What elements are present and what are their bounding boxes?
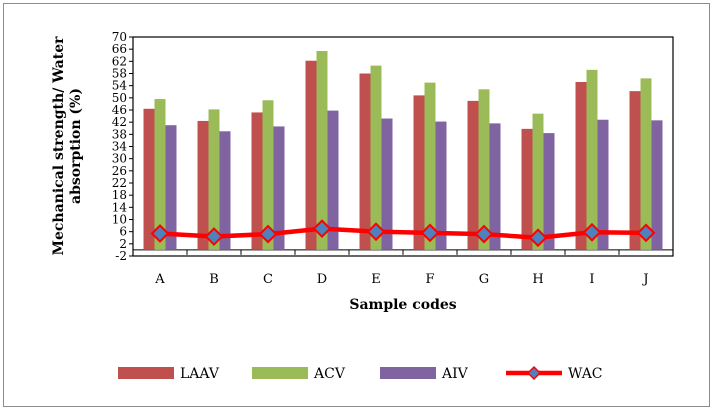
y-tick-label: 42 — [112, 115, 127, 129]
y-tick-label: 66 — [112, 42, 127, 56]
y-tick-label: 10 — [112, 213, 127, 227]
bar-acv — [262, 100, 274, 250]
bar-acv — [586, 69, 598, 250]
x-tick-label: B — [209, 272, 219, 287]
bar-aiv — [435, 121, 447, 250]
y-tick-label: 58 — [112, 67, 127, 81]
x-tick-label: J — [641, 272, 648, 287]
x-tick-label: G — [479, 272, 489, 287]
y-tick-label: 2 — [119, 237, 127, 251]
bar-laav — [629, 91, 641, 250]
bar-acv — [316, 50, 328, 250]
y-tick-label: 6 — [119, 225, 127, 239]
bar-laav — [197, 120, 209, 250]
x-tick-label: I — [589, 272, 594, 287]
bar-aiv — [489, 123, 501, 250]
bar-aiv — [327, 110, 339, 250]
bar-aiv — [381, 118, 393, 250]
x-tick-label: D — [317, 272, 327, 287]
bar-laav — [467, 100, 479, 250]
x-tick-label: E — [371, 272, 381, 287]
marker-wac — [366, 222, 386, 242]
x-tick-label: A — [154, 272, 165, 287]
x-tick-label: H — [532, 272, 543, 287]
y-tick-label: 50 — [112, 91, 127, 105]
legend-swatch-laav — [118, 367, 174, 379]
bar-aiv — [165, 125, 177, 250]
bar-laav — [575, 82, 587, 250]
marker-wac — [582, 222, 602, 242]
bar-aiv — [543, 133, 555, 250]
bar-aiv — [651, 120, 663, 250]
bar-laav — [305, 60, 317, 250]
legend-label-wac: WAC — [568, 366, 603, 382]
y-axis-title-line-1: Mechanical strength/ Water — [51, 36, 67, 256]
bar-laav — [251, 112, 263, 250]
y-tick-label: 70 — [112, 30, 127, 44]
y-axis-title-line-2: absorption (%) — [68, 88, 84, 204]
y-tick-label: -2 — [115, 249, 127, 263]
bar-laav — [521, 128, 533, 250]
legend-label-laav: LAAV — [180, 366, 220, 382]
marker-wac — [420, 223, 440, 243]
bar-laav — [413, 95, 425, 250]
y-tick-label: 14 — [112, 200, 128, 214]
bar-acv — [208, 109, 220, 250]
y-tick-label: 54 — [112, 79, 128, 93]
y-tick-label: 22 — [112, 176, 127, 190]
bar-laav — [143, 108, 155, 250]
bar-acv — [370, 65, 382, 250]
marker-wac — [474, 224, 494, 244]
marker-wac — [312, 219, 332, 239]
bar-acv — [532, 113, 544, 250]
marker-wac — [258, 224, 278, 244]
legend-marker-wac — [526, 365, 542, 381]
legend-label-acv: ACV — [313, 366, 346, 382]
y-tick-label: 26 — [112, 164, 127, 178]
bar-aiv — [597, 119, 609, 250]
y-tick-label: 46 — [112, 103, 127, 117]
y-tick-label: 62 — [112, 54, 127, 68]
x-tick-label: C — [263, 272, 273, 287]
x-axis-title: Sample codes — [349, 297, 456, 313]
bar-acv — [424, 82, 436, 250]
marker-wac — [636, 223, 656, 243]
bar-aiv — [273, 126, 285, 250]
legend-swatch-acv — [252, 367, 308, 379]
marker-wac — [528, 228, 548, 248]
bar-acv — [154, 99, 166, 250]
legend-swatch-aiv — [380, 367, 436, 379]
bar-acv — [640, 78, 652, 250]
y-tick-label: 30 — [112, 152, 127, 166]
bar-aiv — [219, 131, 231, 250]
y-tick-label: 34 — [112, 140, 128, 154]
bar-laav — [359, 73, 371, 250]
legend: LAAV ACV AIV WAC — [118, 365, 603, 382]
y-tick-label: 38 — [112, 127, 127, 141]
marker-wac — [150, 224, 170, 243]
bar-acv — [478, 89, 490, 250]
marker-wac — [204, 227, 224, 246]
line-wac — [159, 226, 647, 240]
y-tick-label: 18 — [112, 188, 127, 202]
x-tick-label: F — [425, 272, 434, 287]
legend-label-aiv: AIV — [441, 366, 469, 382]
